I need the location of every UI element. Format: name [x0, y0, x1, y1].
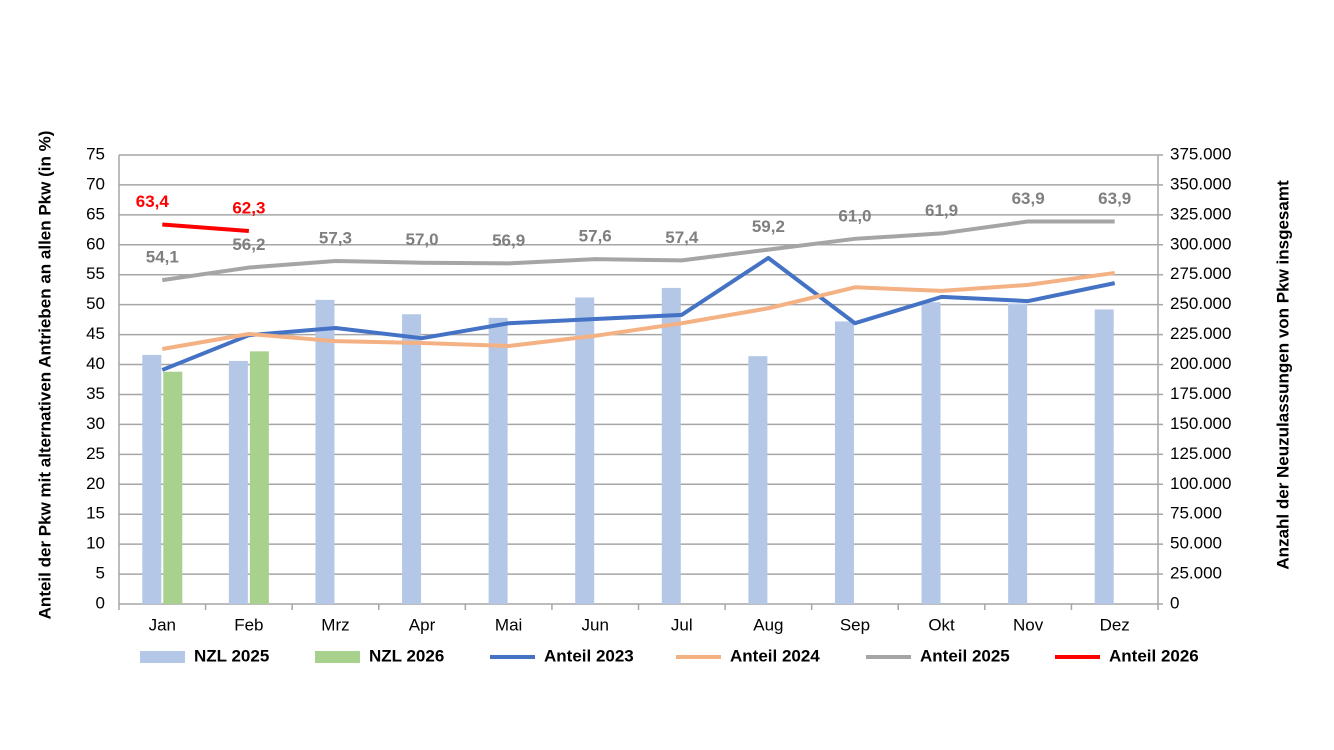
bar — [661, 287, 681, 604]
bar — [834, 321, 854, 604]
data-label: 57,4 — [665, 228, 699, 247]
bar — [249, 351, 269, 604]
y2-axis-title: Anzahl der Neuzulassungen von Pkw insges… — [1273, 180, 1292, 570]
bar — [315, 299, 335, 604]
legend-label: Anteil 2023 — [544, 646, 634, 665]
x-tick-label: Jan — [149, 615, 176, 634]
y2-tick-label: 0 — [1170, 593, 1179, 612]
y2-tick-label: 25.000 — [1170, 564, 1222, 583]
data-label: 57,3 — [319, 228, 352, 247]
data-label: 56,2 — [232, 235, 265, 254]
x-tick-label: Nov — [1013, 615, 1044, 634]
y2-tick-label: 375.000 — [1170, 144, 1231, 163]
y2-tick-label: 325.000 — [1170, 204, 1231, 223]
y2-tick-label: 350.000 — [1170, 174, 1231, 193]
legend-swatch — [140, 651, 185, 663]
y2-tick-label: 300.000 — [1170, 234, 1231, 253]
y-tick-label: 0 — [96, 593, 105, 612]
y-tick-label: 65 — [86, 204, 105, 223]
bar — [142, 354, 162, 604]
bar — [228, 360, 248, 604]
y2-tick-label: 50.000 — [1170, 534, 1222, 553]
line — [161, 255, 1116, 372]
y-tick-label: 10 — [86, 534, 105, 553]
bar — [163, 371, 183, 604]
y-tick-label: 15 — [86, 504, 105, 523]
line — [162, 219, 1115, 283]
y2-tick-label: 100.000 — [1170, 474, 1231, 493]
y-axis-title: Anteil der Pkw mit alternativen Antriebe… — [35, 131, 54, 620]
y2-tick-label: 225.000 — [1170, 324, 1231, 343]
y-tick-label: 20 — [86, 474, 105, 493]
y-tick-label: 45 — [86, 324, 105, 343]
x-tick-label: Apr — [409, 615, 436, 634]
x-tick-label: Dez — [1100, 615, 1130, 634]
y-tick-label: 60 — [86, 234, 105, 253]
y2-tick-label: 125.000 — [1170, 444, 1231, 463]
legend-label: Anteil 2025 — [920, 646, 1010, 665]
data-label: 57,0 — [405, 230, 438, 249]
y2-tick-label: 175.000 — [1170, 384, 1231, 403]
x-tick-label: Mai — [495, 615, 522, 634]
data-label: 63,9 — [1098, 189, 1131, 208]
data-label: 63,9 — [1012, 189, 1045, 208]
y-tick-label: 70 — [86, 174, 105, 193]
y2-tick-label: 75.000 — [1170, 504, 1222, 523]
legend-label: Anteil 2026 — [1109, 646, 1199, 665]
y-tick-label: 40 — [86, 354, 105, 373]
bar — [402, 314, 422, 604]
y2-tick-label: 275.000 — [1170, 264, 1231, 283]
data-label: 61,9 — [925, 201, 958, 220]
line — [161, 270, 1115, 351]
legend-label: Anteil 2024 — [730, 646, 820, 665]
x-tick-label: Jun — [581, 615, 608, 634]
bar — [921, 302, 941, 604]
legend-swatch — [315, 651, 360, 663]
y-tick-label: 75 — [86, 144, 105, 163]
data-label: 63,4 — [136, 192, 170, 211]
bar — [1008, 303, 1028, 604]
x-tick-label: Jul — [671, 615, 693, 634]
y2-tick-label: 200.000 — [1170, 354, 1231, 373]
x-tick-label: Sep — [840, 615, 870, 634]
bar — [748, 356, 768, 604]
x-tick-label: Aug — [753, 615, 783, 634]
y-tick-label: 5 — [96, 564, 105, 583]
y-tick-label: 50 — [86, 294, 105, 313]
legend-label: NZL 2026 — [369, 646, 444, 665]
bar — [488, 317, 508, 604]
data-label: 59,2 — [752, 217, 785, 236]
data-label: 54,1 — [146, 248, 179, 267]
data-label: 57,6 — [579, 227, 612, 246]
data-label: 62,3 — [232, 199, 265, 218]
y-tick-label: 30 — [86, 414, 105, 433]
legend-label: NZL 2025 — [194, 646, 269, 665]
y-tick-label: 35 — [86, 384, 105, 403]
bar — [1094, 309, 1114, 604]
y-tick-label: 25 — [86, 444, 105, 463]
x-tick-label: Mrz — [321, 615, 349, 634]
x-tick-label: Okt — [928, 615, 955, 634]
x-tick-label: Feb — [234, 615, 263, 634]
y2-tick-label: 250.000 — [1170, 294, 1231, 313]
line — [162, 222, 250, 234]
bar — [575, 297, 595, 604]
data-label: 61,0 — [838, 206, 871, 225]
y-tick-label: 55 — [86, 264, 105, 283]
y2-tick-label: 150.000 — [1170, 414, 1231, 433]
data-label: 56,9 — [492, 231, 525, 250]
